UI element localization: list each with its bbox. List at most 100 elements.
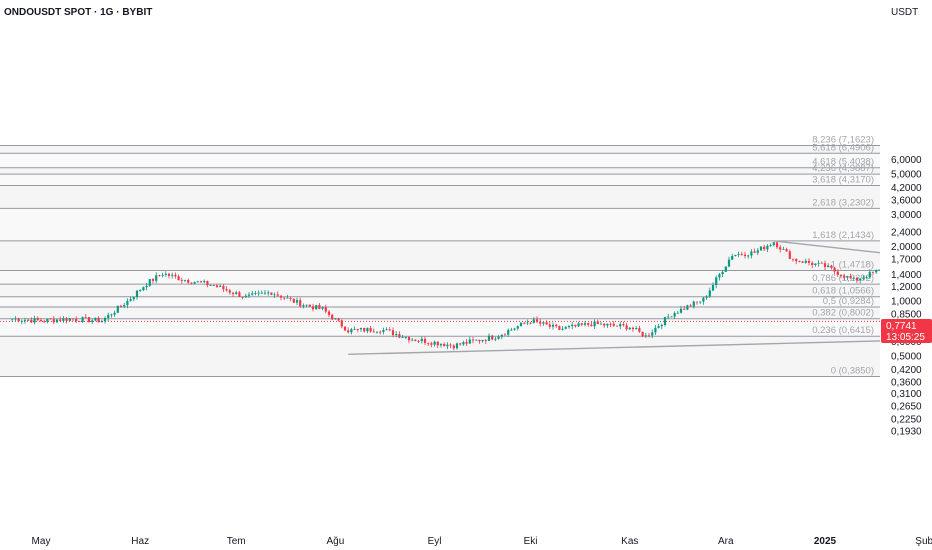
y-tick-label: 0,5000 (891, 351, 922, 362)
candle-body (769, 245, 772, 246)
candle-body (123, 305, 126, 307)
y-tick-label: 0,3100 (891, 389, 922, 400)
fib-labels: 8,236 (7,1623)5,618 (6,4906) 4,618 (5,403… (812, 134, 874, 376)
fib-label: 0,236 (0,6415) (812, 325, 874, 336)
candle-body (59, 319, 62, 321)
candle-body (315, 305, 318, 310)
candle-body (11, 318, 14, 320)
time-axis[interactable]: MayHazTemAğuEylEkiKasAra2025ŞubMarNisMay… (32, 536, 932, 547)
candle-body (241, 296, 244, 298)
candle-body (116, 305, 119, 313)
candle-body (871, 271, 875, 273)
candle-body (583, 323, 587, 325)
candle-body (484, 339, 487, 341)
candle-body (750, 251, 753, 256)
candle-body (423, 338, 427, 343)
candle-body (641, 331, 644, 337)
candle-body (689, 305, 692, 307)
candle-body (555, 324, 558, 327)
candle-body (94, 317, 97, 321)
candle-body (564, 327, 567, 329)
candle-body (46, 318, 49, 322)
candle-body (673, 313, 676, 317)
candle-body (43, 321, 46, 323)
candle-body (311, 306, 315, 310)
candle-body (206, 280, 209, 286)
candle-body (727, 259, 731, 267)
fib-zones (0, 145, 880, 377)
candle-body (734, 254, 737, 257)
candle-body (699, 301, 702, 303)
candle-body (49, 318, 52, 320)
candle-body (766, 245, 769, 250)
candle-body (273, 294, 276, 296)
candle-body (519, 322, 523, 327)
candle-body (276, 294, 279, 296)
fib-zone (0, 185, 880, 209)
candle-body (366, 327, 369, 332)
candle-body (302, 305, 305, 307)
x-tick-label: Tem (227, 536, 246, 547)
candle-body (100, 321, 103, 323)
candle-body (638, 328, 641, 332)
candle-body (260, 292, 263, 294)
current-price-tag-box (881, 319, 932, 343)
candle-body (379, 331, 382, 333)
candle-body (542, 322, 545, 324)
candle-body (299, 300, 302, 307)
fib-label: 3,618 (4,3170) (812, 174, 874, 185)
candle-body (865, 277, 868, 279)
candle-body (724, 266, 727, 272)
candle-body (580, 323, 583, 325)
candle-body (523, 322, 526, 324)
candle-body (743, 254, 747, 257)
candle-body (571, 324, 574, 327)
candle-body (852, 277, 855, 279)
candle-body (468, 339, 471, 344)
candle-body (196, 281, 199, 283)
candle-body (65, 318, 68, 321)
candle-body (183, 280, 187, 281)
candle-body (612, 323, 615, 326)
candle-body (151, 279, 155, 281)
candle-body (833, 267, 836, 272)
x-tick-label: Haz (131, 536, 149, 547)
candle-body (171, 274, 174, 276)
candle-body (574, 324, 577, 327)
fib-zone (0, 153, 880, 168)
y-tick-label: 0,2650 (891, 402, 922, 413)
candle-body (286, 297, 289, 299)
candle-body (158, 275, 161, 277)
candle-body (849, 276, 852, 279)
candle-body (807, 260, 811, 263)
candle-body (222, 285, 225, 290)
fib-zone (0, 208, 880, 241)
candle-body (119, 305, 123, 307)
candle-body (132, 297, 135, 300)
x-tick-label: May (32, 536, 51, 547)
candle-body (494, 338, 497, 340)
candle-body (84, 317, 87, 318)
candle-body (289, 297, 292, 299)
candle-body (670, 316, 673, 318)
candle-body (75, 319, 78, 321)
time-axis-background (0, 530, 880, 550)
candle-body (868, 271, 871, 278)
candle-body (30, 319, 33, 323)
candle-body (174, 274, 177, 277)
fib-zone (0, 240, 880, 271)
candle-body (779, 247, 782, 250)
candle-body (308, 304, 311, 307)
candle-body (695, 301, 699, 303)
candle-body (759, 246, 763, 251)
candle-body (407, 337, 411, 341)
candle-body (731, 256, 734, 260)
candle-body (340, 320, 343, 327)
fib-label: 4,236 (4,9887) (812, 163, 874, 174)
candle-body (145, 285, 148, 288)
candle-body (295, 300, 299, 303)
candle-body (267, 292, 270, 294)
candle-body (740, 253, 743, 255)
